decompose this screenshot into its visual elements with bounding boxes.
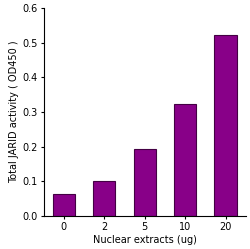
Bar	[93, 181, 116, 216]
Bar	[53, 194, 75, 216]
Y-axis label: Total JARID activity ( OD450 ): Total JARID activity ( OD450 )	[9, 41, 19, 183]
Bar	[214, 35, 237, 216]
Bar	[134, 149, 156, 216]
X-axis label: Nuclear extracts (ug): Nuclear extracts (ug)	[93, 235, 197, 245]
Bar	[174, 104, 196, 216]
